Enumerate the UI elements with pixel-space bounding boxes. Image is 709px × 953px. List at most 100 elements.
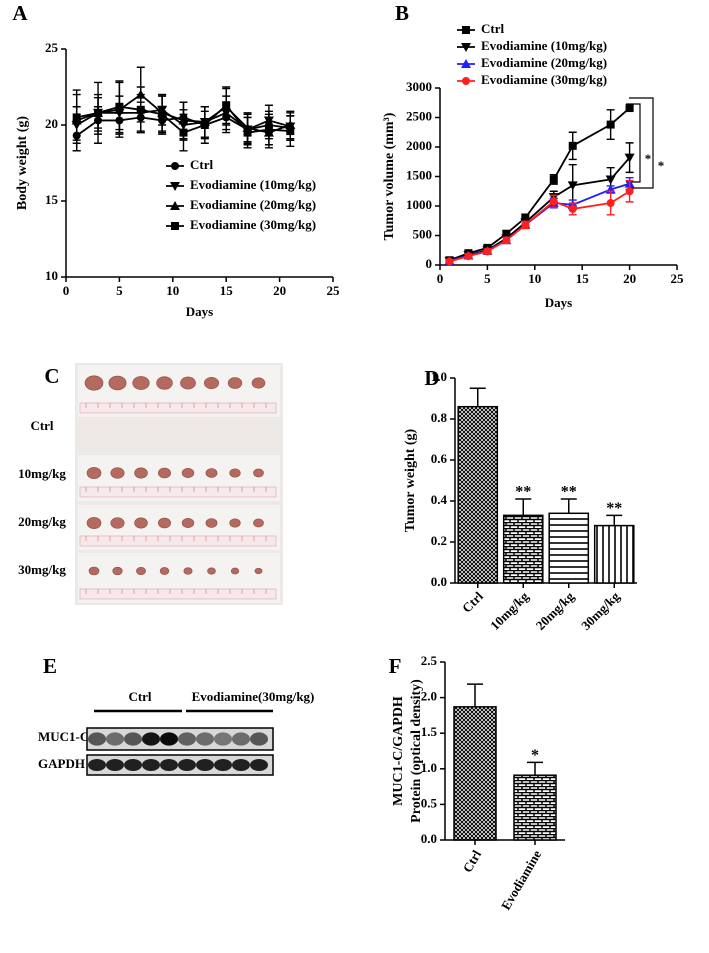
ruler xyxy=(79,486,277,498)
marker xyxy=(170,182,180,191)
group-label: Ctrl xyxy=(128,689,151,704)
band xyxy=(142,759,160,771)
marker xyxy=(549,175,558,184)
band xyxy=(178,759,196,771)
marker xyxy=(549,197,558,206)
marker xyxy=(200,121,209,129)
band xyxy=(232,759,250,771)
x-tick-label: Ctrl xyxy=(459,588,486,615)
band xyxy=(196,759,214,771)
marker xyxy=(445,257,454,266)
panel-letter: C xyxy=(44,364,59,388)
legend-label: Evodiamine (10mg/kg) xyxy=(481,38,607,53)
panel-letter: A xyxy=(12,1,28,25)
band xyxy=(160,732,178,746)
tumor xyxy=(229,468,241,478)
y-tick-label: 20 xyxy=(45,116,58,131)
significance-bracket xyxy=(626,97,654,189)
x-tick-label: 10 xyxy=(166,283,179,298)
band xyxy=(88,732,106,746)
tumor xyxy=(227,377,243,389)
marker xyxy=(464,252,473,261)
legend-label: Evodiamine (30mg/kg) xyxy=(481,72,607,87)
y-tick-label: 0.8 xyxy=(431,410,448,425)
x-tick-label: 5 xyxy=(116,283,123,298)
marker xyxy=(606,120,615,129)
band xyxy=(214,759,232,771)
band xyxy=(106,759,124,771)
legend-label: Ctrl xyxy=(190,157,213,172)
error-bar xyxy=(515,498,532,516)
y-tick-label: 1.5 xyxy=(421,724,438,739)
tumor xyxy=(134,467,148,479)
tumor xyxy=(230,567,240,575)
tumor xyxy=(181,517,195,529)
marker xyxy=(462,26,470,34)
marker xyxy=(624,153,635,163)
band xyxy=(88,759,106,771)
x-tick-label: 5 xyxy=(484,271,491,286)
marker xyxy=(170,201,180,210)
y-axis-title: Tumor weight (g) xyxy=(403,428,418,532)
tumor xyxy=(158,467,171,479)
ruler xyxy=(79,535,277,547)
x-tick-label: 10mg/kg xyxy=(487,588,532,633)
annotation: * xyxy=(645,151,652,166)
marker xyxy=(521,220,530,229)
x-tick-label: 25 xyxy=(327,283,341,298)
marker xyxy=(625,104,634,113)
significance: * xyxy=(531,747,539,764)
error-bar xyxy=(469,387,486,407)
panel-letter: B xyxy=(395,1,409,25)
row-label: 20mg/kg xyxy=(18,514,66,529)
y-tick-label: 25 xyxy=(45,40,59,55)
tumor xyxy=(229,518,241,528)
bar xyxy=(502,514,544,584)
y-tick-label: 2.0 xyxy=(421,689,437,704)
bar xyxy=(453,706,497,841)
marker xyxy=(461,59,471,68)
error-bar xyxy=(606,514,623,526)
y-tick-label: 500 xyxy=(413,226,433,241)
marker xyxy=(483,247,492,256)
tumor xyxy=(254,567,263,575)
band xyxy=(250,732,268,746)
marker xyxy=(567,181,578,191)
x-tick-label: 15 xyxy=(220,283,234,298)
marker xyxy=(171,162,179,170)
band xyxy=(178,732,196,746)
band xyxy=(106,732,124,746)
marker xyxy=(606,199,615,208)
x-tick-label: Evodiamine xyxy=(498,847,544,912)
tumor xyxy=(207,567,216,575)
row-label: 10mg/kg xyxy=(18,466,66,481)
band xyxy=(160,759,178,771)
marker xyxy=(625,187,634,196)
marker xyxy=(158,110,167,119)
group-label: Evodiamine(30mg/kg) xyxy=(192,689,315,704)
x-tick-label: 0 xyxy=(63,283,70,298)
y-tick-label: 3000 xyxy=(406,79,432,94)
band xyxy=(232,732,250,746)
y-axis-title: Tumor volume (mm³) xyxy=(382,112,397,240)
y-tick-label: 0.6 xyxy=(431,451,448,466)
x-axis-title: Days xyxy=(545,295,572,310)
marker xyxy=(136,105,145,114)
bar xyxy=(593,524,635,584)
legend-label: Evodiamine (20mg/kg) xyxy=(481,55,607,70)
marker xyxy=(72,113,81,122)
series-line xyxy=(449,157,631,262)
marker xyxy=(462,77,470,85)
row-label: MUC1-C xyxy=(38,729,89,744)
y-tick-label: 1.0 xyxy=(431,369,447,384)
bar xyxy=(513,774,557,841)
y-axis-title: MUC1-C/GAPDH xyxy=(391,696,406,806)
ruler xyxy=(79,588,277,600)
ruler xyxy=(79,402,277,414)
x-tick-label: 30mg/kg xyxy=(578,588,623,633)
tumor xyxy=(134,517,148,529)
x-tick-label: 10 xyxy=(528,271,541,286)
y-tick-label: 1500 xyxy=(406,167,432,182)
legend-label: Ctrl xyxy=(481,21,504,36)
marker xyxy=(171,222,179,230)
